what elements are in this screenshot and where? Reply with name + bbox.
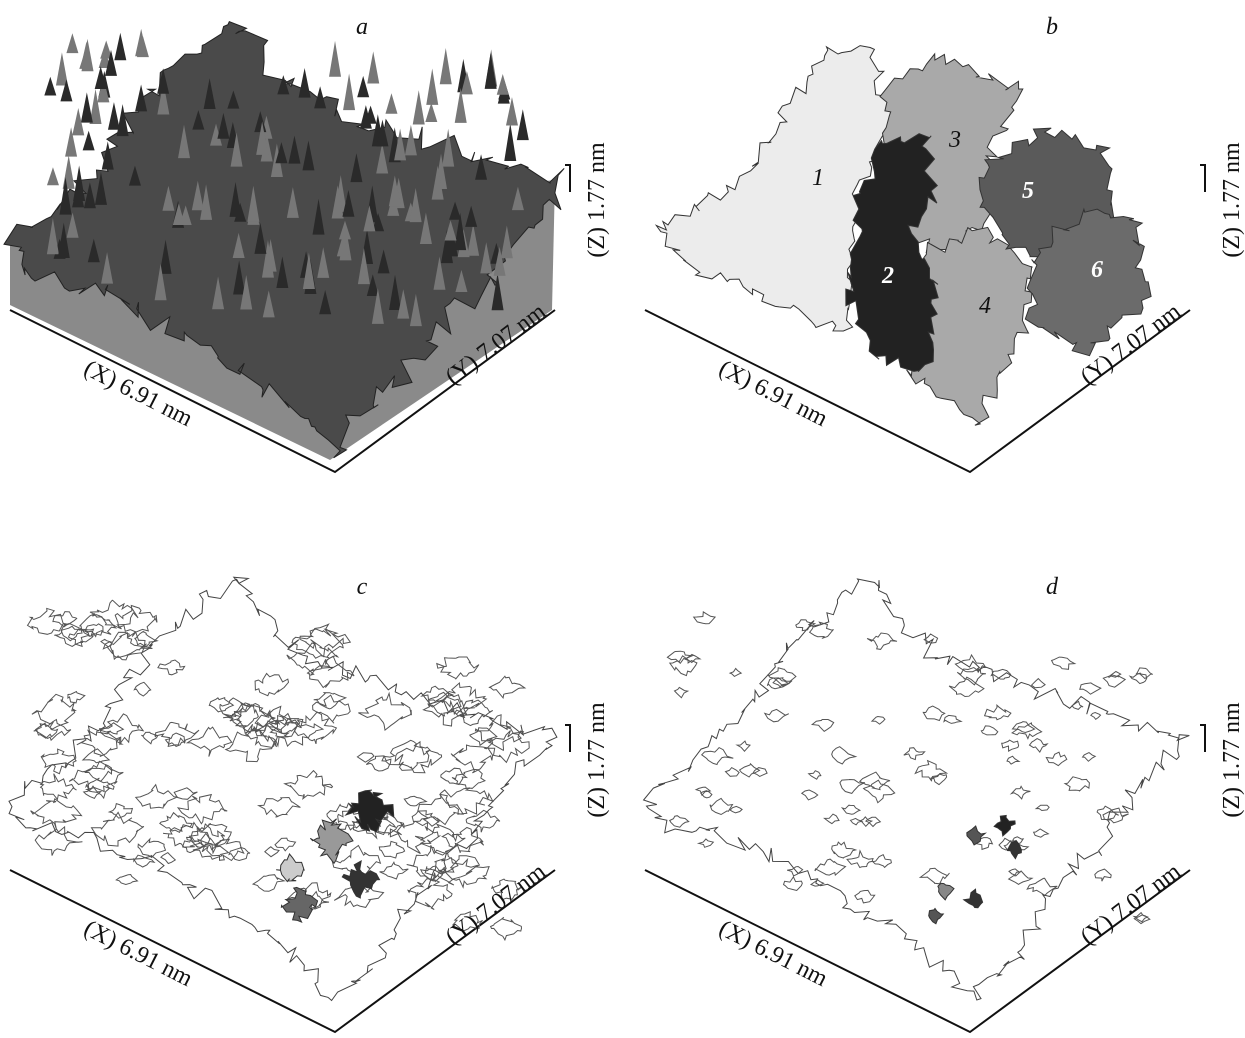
surface-facet: [425, 103, 437, 122]
y-axis-label: (Y) 7.07 nm: [441, 858, 551, 950]
surface-facet: [108, 102, 120, 130]
contour: [489, 676, 525, 698]
surface-facet: [44, 77, 56, 96]
contour: [32, 694, 75, 729]
contour: [437, 657, 479, 679]
figure: a(X) 6.91 nm(Y) 7.07 nm(Z) 1.77 nm 1 2 3 4 5 6…: [0, 0, 1245, 1038]
contour: [68, 692, 85, 703]
surface-facet: [517, 109, 529, 140]
z-axis: [565, 165, 570, 192]
surface-facet: [367, 51, 379, 83]
surface-facet: [504, 123, 516, 161]
contour: [699, 839, 714, 847]
contour: [694, 612, 715, 624]
region-label: 5: [1022, 178, 1034, 204]
panel: 123456b(X) 6.91 nm(Y) 7.07 nm(Z) 1.77 nm: [645, 14, 1245, 472]
surface-facet: [83, 131, 95, 151]
surface-facet: [485, 53, 497, 89]
region-label: 1: [812, 165, 824, 191]
surface-facet: [66, 33, 78, 53]
z-axis-label: (Z) 1.77 nm: [1219, 702, 1245, 818]
contour: [439, 856, 489, 887]
region-label: 2: [881, 263, 894, 289]
panel-label: b: [1046, 14, 1058, 40]
contour: [116, 875, 137, 885]
y-axis-label: (Y) 7.07 nm: [1076, 858, 1186, 950]
contour: [784, 877, 803, 891]
panel: a(X) 6.91 nm(Y) 7.07 nm(Z) 1.77 nm: [4, 14, 610, 472]
region-label: 4: [979, 293, 991, 319]
z-axis-label: (Z) 1.77 nm: [1219, 142, 1245, 258]
surface-facet: [114, 33, 126, 61]
z-axis: [1200, 165, 1205, 192]
surface-facet: [440, 48, 452, 84]
surface-facet: [47, 167, 59, 185]
contour: [675, 687, 688, 697]
contour: [1080, 683, 1101, 694]
panel: c(X) 6.91 nm(Y) 7.07 nm(Z) 1.77 nm: [9, 574, 610, 1032]
contour: [1052, 657, 1075, 669]
surface-facet: [426, 68, 438, 104]
surface-facet: [413, 90, 425, 124]
z-axis: [1200, 725, 1205, 752]
z-axis: [565, 725, 570, 752]
contour: [1032, 679, 1046, 688]
surface-facet: [343, 73, 355, 110]
contour: [787, 867, 803, 876]
surface-facet: [385, 93, 397, 114]
surface-facet: [81, 92, 93, 122]
panel-label: a: [356, 14, 368, 40]
region-label: 3: [948, 127, 961, 153]
panel: d(X) 6.91 nm(Y) 7.07 nm(Z) 1.77 nm: [644, 574, 1245, 1032]
surface-facet: [299, 68, 311, 98]
region-label: 6: [1091, 257, 1103, 283]
contour: [730, 669, 741, 677]
z-axis-label: (Z) 1.77 nm: [584, 142, 610, 258]
z-axis-label: (Z) 1.77 nm: [584, 702, 610, 818]
surface-facet: [80, 42, 92, 69]
contour: [1095, 869, 1111, 881]
panel-label: c: [357, 574, 368, 600]
surface-facet: [357, 76, 369, 97]
surface-facet: [329, 41, 341, 77]
panel-label: d: [1046, 574, 1059, 600]
surface-facet: [497, 74, 509, 95]
